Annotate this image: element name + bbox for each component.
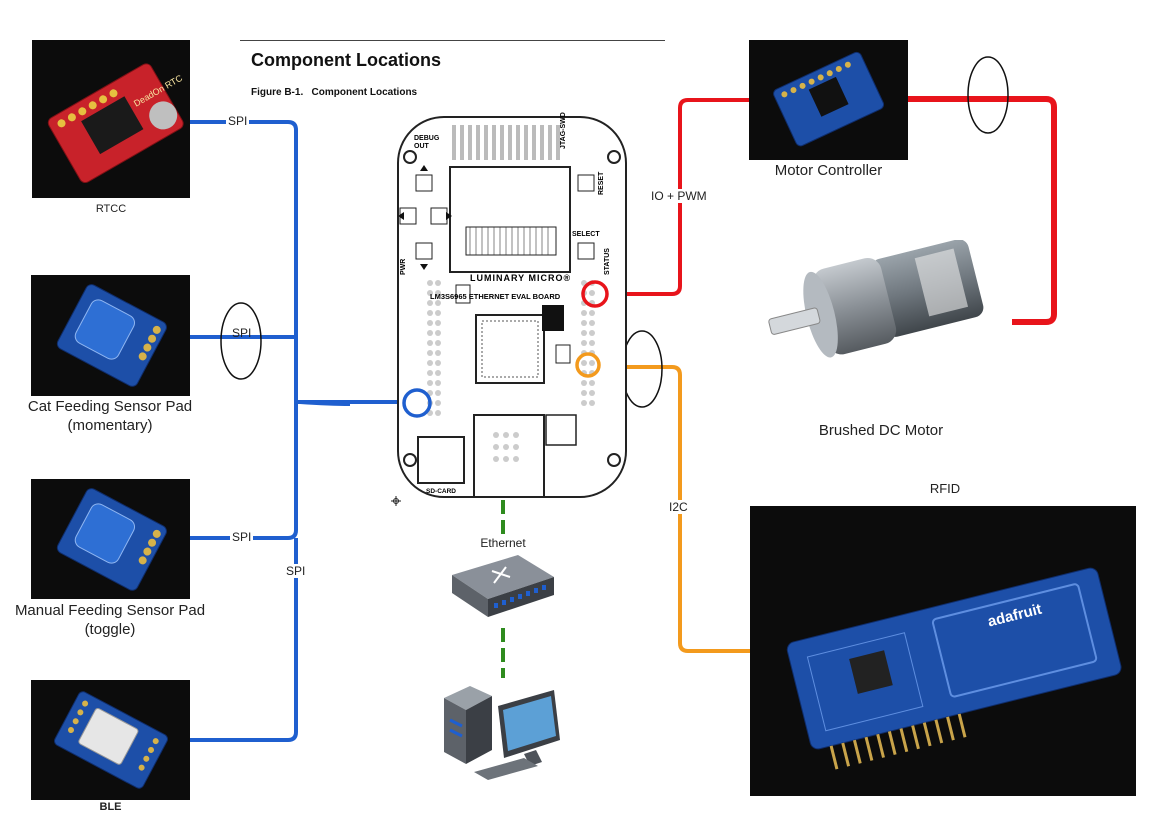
rtcc-label: RTCC: [95, 203, 127, 215]
brand-label: LUMINARY MICRO®: [470, 273, 572, 283]
select-label: SELECT: [572, 231, 600, 238]
spi-label-cat: SPI: [232, 326, 252, 340]
network-switch-icon: [448, 555, 558, 635]
spi-label-manual: SPI: [230, 530, 254, 544]
rfid-label: RFID: [929, 481, 961, 496]
cat-pad-label-line2: (momentary): [67, 417, 153, 434]
dev-board: DEBUG OUT JTAG-SWD RESET SELECT STATUS P…: [396, 112, 630, 500]
status-label: STATUS: [604, 248, 611, 275]
dc-motor-illustration: [760, 239, 1000, 370]
dc-motor-label: Brushed DC Motor: [818, 422, 944, 439]
cat-pad-label-line1: Cat Feeding Sensor Pad: [27, 398, 193, 415]
crosshair-mark: [391, 493, 401, 506]
manual-pad-photo: [31, 479, 190, 599]
ble-photo: [31, 680, 190, 800]
reset-label: RESET: [598, 171, 605, 195]
spi-wire-rtcc: [190, 120, 298, 402]
spi-label-bus: SPI: [284, 564, 308, 578]
spi-label-rtcc: SPI: [226, 114, 250, 128]
computer-icon: [440, 678, 570, 788]
doc-heading: Component Locations: [251, 50, 441, 70]
spi-wire-ble: [190, 538, 298, 742]
pwr-label: PWR: [400, 258, 407, 275]
sdcard-label: SD-CARD: [426, 488, 456, 495]
i2c-label: I2C: [667, 500, 690, 514]
motor-bus-ellipse: [967, 56, 1009, 134]
dev-board-drawing: [397, 116, 627, 498]
spi-wire-manual: [190, 402, 298, 540]
model-label: LM3S6965 ETHERNET EVAL BOARD: [430, 292, 561, 301]
manual-pad-label-line2: (toggle): [84, 621, 136, 638]
rfid-photo: adafruit: [750, 506, 1136, 796]
motor-wire: [908, 96, 1057, 325]
jtag-swd-label: JTAG-SWD: [560, 112, 567, 149]
rtcc-photo: DeadOn RTC: [32, 40, 190, 198]
motor-controller-photo: [749, 40, 908, 160]
io-pwm-label: IO + PWM: [649, 189, 709, 203]
manual-pad-label: Manual Feeding Sensor Pad (toggle): [0, 601, 220, 639]
debug-out-label: DEBUG OUT: [414, 135, 440, 150]
manual-pad-label-line1: Manual Feeding Sensor Pad: [14, 602, 206, 619]
spi-wire-diagonal: [299, 400, 351, 406]
doc-rule: [240, 40, 665, 41]
figure-caption: Figure B-1. Component Locations: [251, 87, 418, 98]
spi-bus-ellipse: [220, 302, 262, 380]
cat-pad-label: Cat Feeding Sensor Pad (momentary): [0, 397, 220, 435]
ethernet-label: Ethernet: [480, 536, 526, 550]
ble-label: BLE: [99, 801, 122, 813]
cat-pad-photo: [31, 275, 190, 396]
motor-controller-label: Motor Controller: [774, 162, 883, 179]
